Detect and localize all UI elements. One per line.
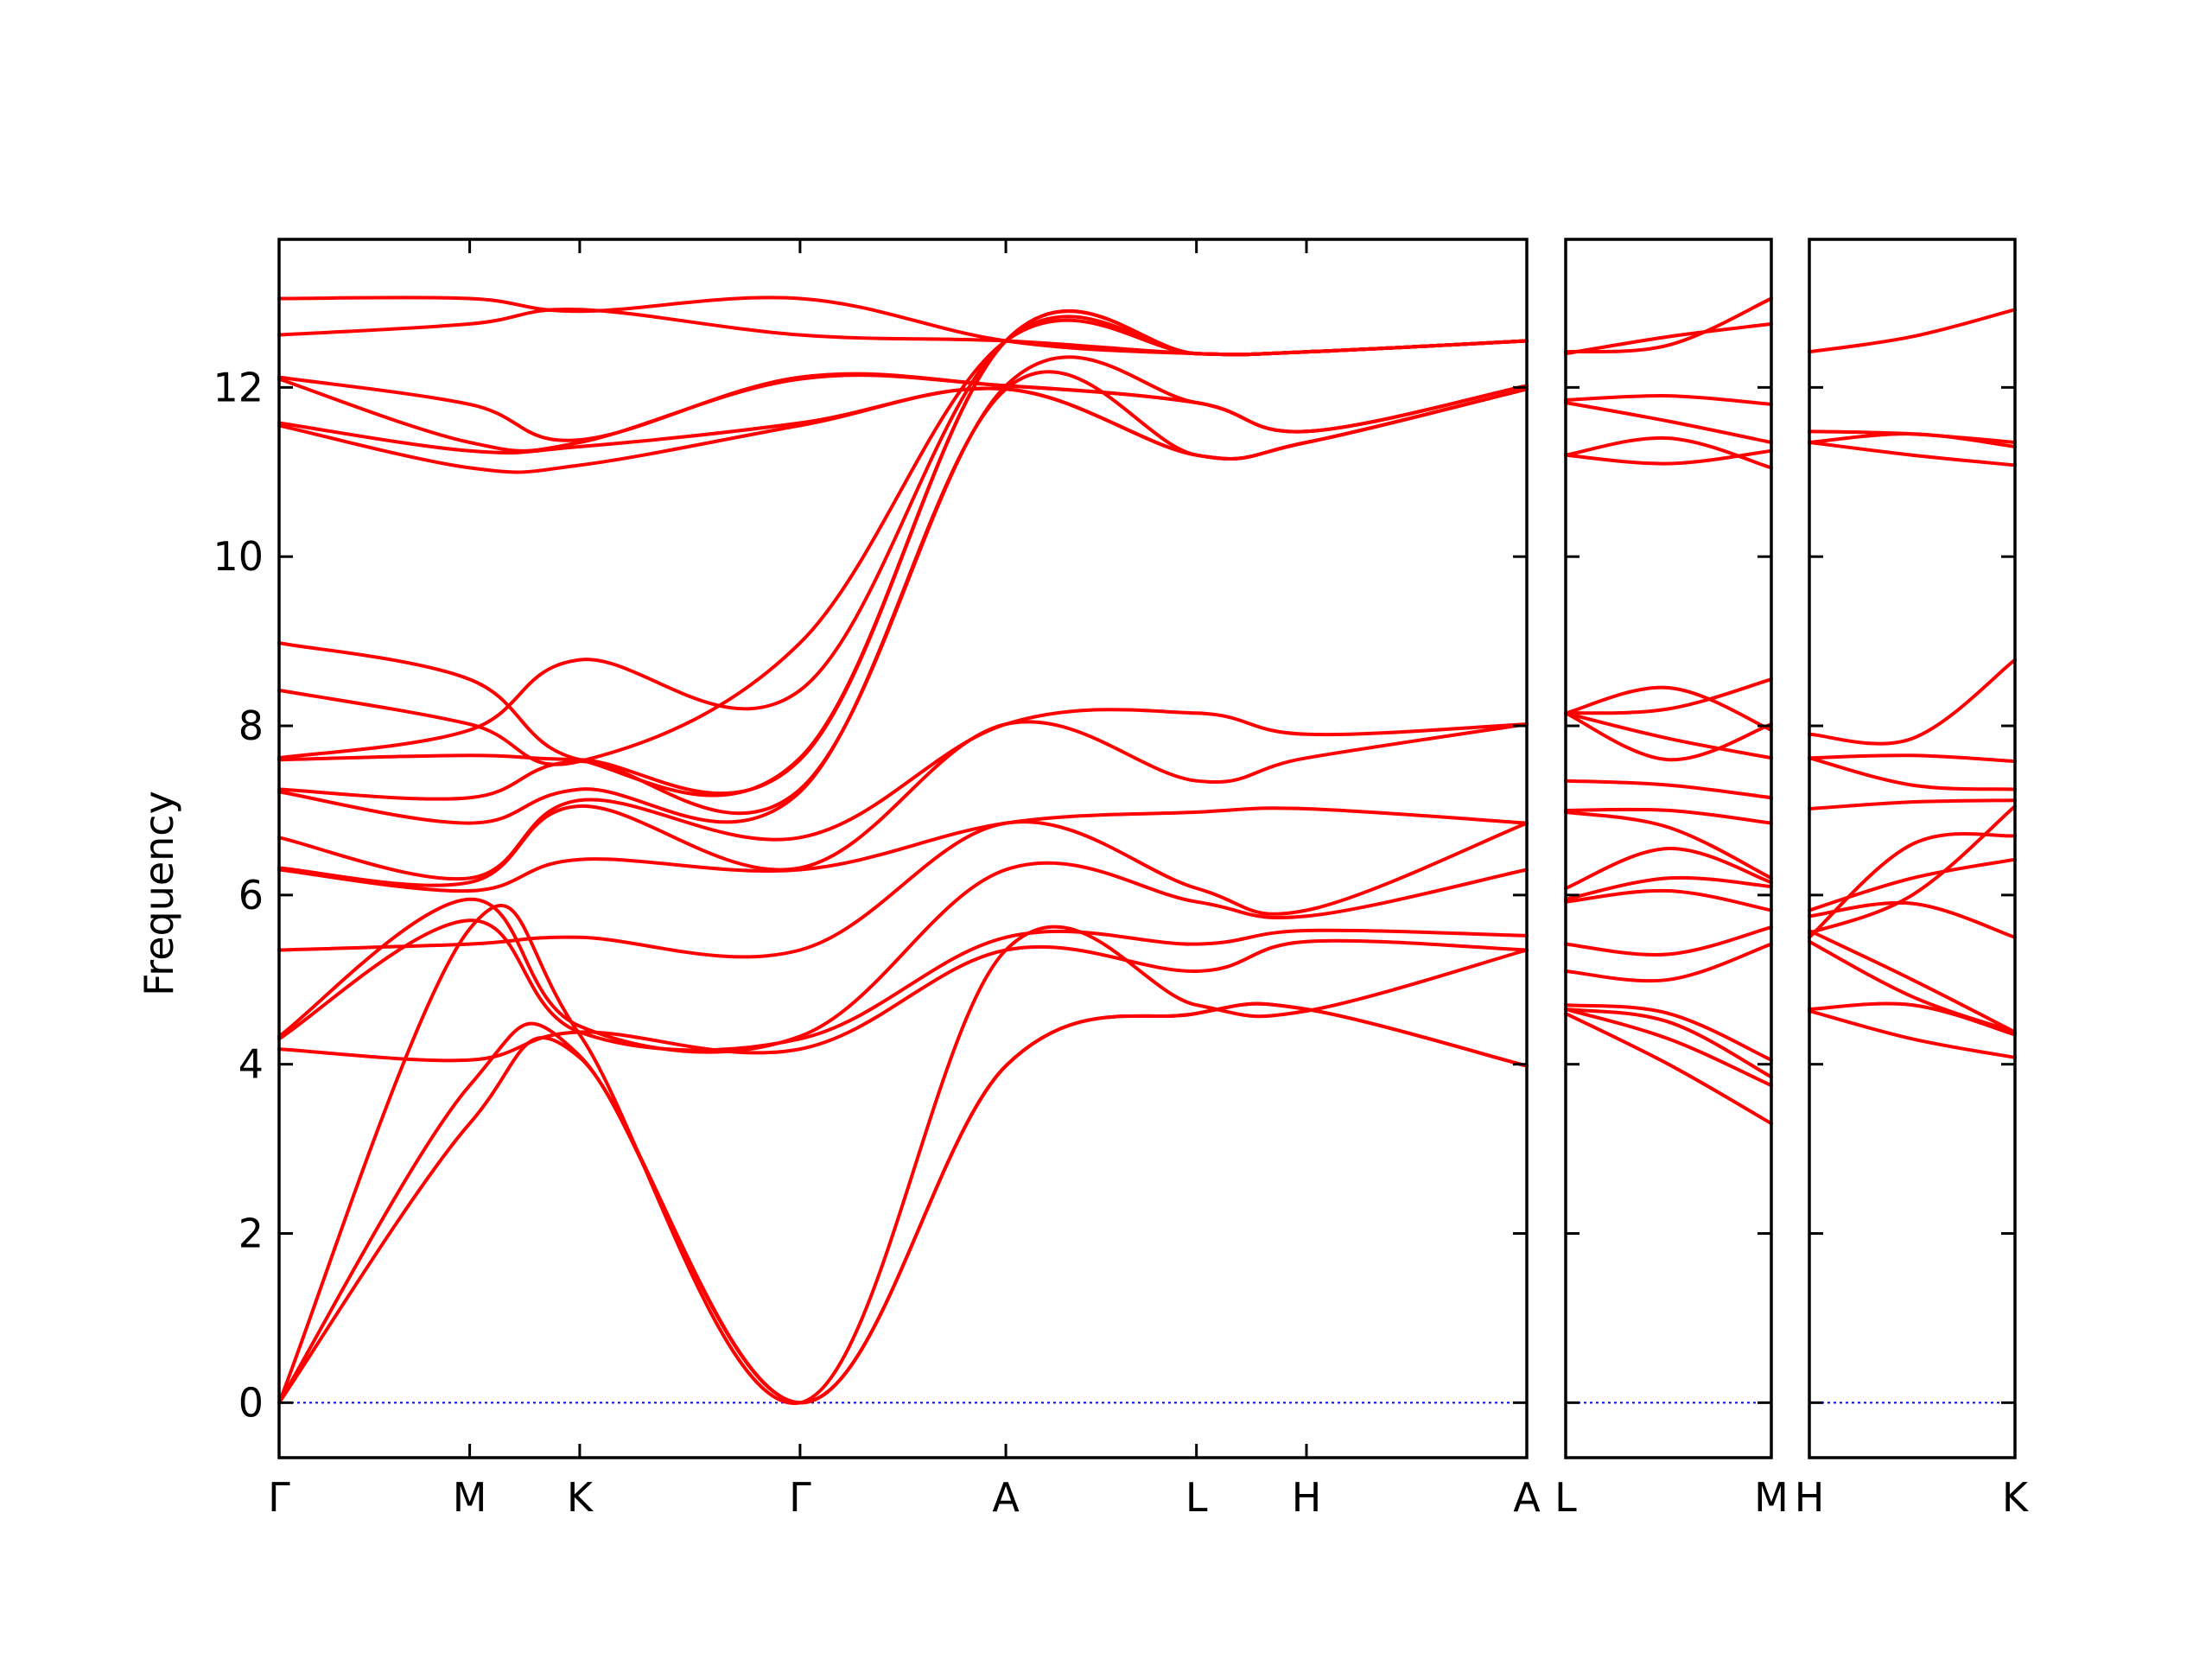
band-L-M-17 [1564, 435, 1773, 470]
band-L-M-8 [1564, 875, 1773, 901]
band-L-M-5 [1564, 942, 1773, 983]
band-L-M-22 [1564, 296, 1773, 354]
x-tick-label: M [1754, 1474, 1789, 1521]
band-L-M-21 [1564, 321, 1773, 356]
band-L-M-18 [1564, 448, 1773, 466]
band-L-M-7 [1564, 888, 1773, 912]
band-L-M-10 [1564, 810, 1773, 880]
x-tick-label: H [1292, 1474, 1322, 1521]
band-H-K-6 [1808, 857, 2017, 912]
band-L-M-3 [1564, 1007, 1773, 1079]
band-H-K-11 [1808, 753, 2017, 764]
band-main-22 [277, 296, 1529, 357]
plot-frame [1808, 238, 2017, 1459]
x-tick-label: K [2002, 1474, 2030, 1521]
band-main-14 [277, 315, 1529, 760]
band-main-15 [277, 318, 1529, 766]
band-L-M-2 [1564, 1007, 1773, 1088]
x-tick-label: L [1185, 1474, 1208, 1521]
band-L-M-19 [1564, 401, 1773, 444]
y-tick-label: 8 [238, 702, 264, 749]
plot-frame [277, 238, 1529, 1459]
band-main-6 [277, 861, 1529, 1054]
band-H-K-5 [1808, 900, 2017, 939]
x-tick-label: M [453, 1474, 487, 1521]
band-main-20 [277, 372, 1529, 442]
x-tick-label: A [992, 1474, 1020, 1521]
band-H-K-2 [1808, 1001, 2017, 1037]
band-main-2 [277, 1001, 1529, 1405]
band-L-M-15 [1564, 711, 1773, 762]
band-H-K-4 [1808, 929, 2017, 1034]
y-axis-label: Frequency [136, 791, 182, 996]
band-L-M-11 [1564, 807, 1773, 825]
band-H-K-3 [1808, 939, 2017, 1034]
y-tick-label: 4 [238, 1041, 264, 1088]
band-main-18 [277, 386, 1529, 461]
band-H-K-16 [1808, 308, 2017, 354]
band-H-K-9 [1808, 798, 2017, 810]
band-H-K-13 [1808, 441, 2017, 467]
x-tick-label: Γ [789, 1474, 811, 1521]
band-L-M-1 [1564, 1011, 1773, 1126]
band-L-M-9 [1564, 846, 1773, 890]
band-L-M-4 [1564, 1003, 1773, 1062]
band-main-9 [277, 720, 1529, 887]
band-main-3 [277, 904, 1529, 1405]
band-L-M-12 [1564, 779, 1773, 800]
y-tick-label: 10 [213, 533, 264, 580]
y-tick-label: 0 [238, 1379, 264, 1426]
x-tick-label: A [1513, 1474, 1541, 1521]
x-tick-label: H [1795, 1474, 1825, 1521]
band-main-4 [277, 938, 1529, 1063]
band-L-M-13 [1564, 711, 1773, 760]
y-tick-label: 6 [238, 872, 264, 918]
band-L-M-16 [1564, 677, 1773, 715]
band-L-M-6 [1564, 925, 1773, 957]
band-L-M-14 [1564, 685, 1773, 732]
band-H-K-15 [1808, 429, 2017, 444]
band-H-K-1 [1808, 1009, 2017, 1059]
y-tick-label: 2 [238, 1211, 264, 1257]
band-main-5 [277, 918, 1529, 1052]
band-H-K-7 [1808, 831, 2017, 939]
band-H-K-12 [1808, 658, 2017, 746]
band-main-19 [277, 373, 1529, 453]
band-main-8 [277, 806, 1529, 893]
band-main-10 [277, 708, 1529, 881]
x-tick-label: K [567, 1474, 594, 1521]
plot-frame [1564, 238, 1773, 1459]
band-main-12 [277, 355, 1529, 816]
y-tick-label: 12 [213, 364, 264, 410]
band-main-7 [277, 820, 1529, 959]
band-H-K-8 [1808, 804, 2017, 935]
x-tick-label: L [1554, 1474, 1577, 1521]
panel-main: 0 2 4 6 8 10 12 Γ M K Γ A L H A [213, 238, 1541, 1521]
band-H-K-10 [1808, 756, 2017, 791]
x-tick-label: Γ [268, 1474, 290, 1521]
band-L-M-20 [1564, 394, 1773, 406]
